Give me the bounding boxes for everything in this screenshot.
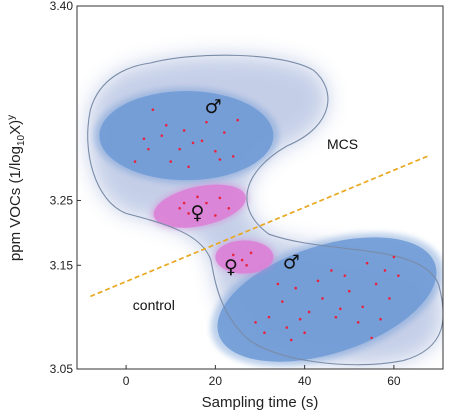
y-axis: 3.05 3.15 3.25 3.40 (50, 0, 81, 376)
data-point (294, 286, 298, 290)
data-point (321, 297, 324, 300)
data-point (365, 261, 369, 265)
data-point (214, 214, 217, 217)
data-point (164, 123, 168, 127)
data-point (374, 282, 378, 286)
data-point (169, 160, 173, 163)
data-point (388, 297, 391, 300)
data-point (392, 255, 396, 259)
data-point (160, 134, 164, 137)
data-points (133, 108, 400, 342)
data-point (370, 336, 373, 340)
plot-area: ♂ ♂ ♀ ♀ (87, 54, 443, 367)
data-point (222, 131, 226, 134)
data-point (187, 212, 190, 215)
data-point (214, 149, 217, 153)
female-lower-sex-symbol: ♀ (224, 256, 238, 278)
data-point (191, 141, 195, 145)
y-axis-title: ppm VOCs (1/log10X)y (6, 115, 27, 261)
data-point (267, 315, 271, 319)
data-point (303, 331, 306, 335)
data-point (182, 201, 186, 205)
data-point (263, 331, 266, 335)
data-point (182, 129, 186, 132)
data-point (334, 315, 338, 319)
density-outline (87, 54, 443, 366)
y-axis-title-subscript: 10 (16, 134, 27, 146)
data-point (227, 206, 231, 210)
data-point (231, 253, 235, 257)
data-point (343, 274, 347, 277)
x-tick-label: 0 (123, 374, 130, 388)
male-upper-cluster (99, 91, 274, 181)
sex-symbols: ♂ ♂ ♀ ♀ (191, 96, 300, 278)
y-tick-label: 3.25 (50, 193, 74, 207)
data-point (249, 251, 253, 255)
plot-frame (76, 5, 444, 370)
x-tick-label: 60 (387, 374, 401, 388)
data-point (205, 201, 208, 205)
female-upper-cluster (153, 184, 246, 228)
y-tick-label: 3.15 (50, 258, 74, 272)
data-point (178, 147, 181, 151)
x-axis: 0 20 40 60 (123, 365, 401, 388)
data-point (142, 137, 146, 141)
male-lower-cluster (217, 237, 437, 362)
data-point (236, 118, 239, 122)
region-label-control: control (133, 297, 175, 313)
data-point (397, 274, 400, 277)
female-lower-cluster (215, 240, 274, 274)
data-point (289, 338, 293, 342)
data-point (307, 310, 311, 314)
data-point (200, 139, 204, 143)
data-point (187, 165, 190, 169)
y-axis-title-main: ppm VOCs (1/log (7, 146, 24, 261)
data-point (347, 289, 351, 293)
data-point (361, 305, 364, 309)
data-point (276, 282, 280, 286)
x-tick-label: 20 (209, 374, 223, 388)
data-point (281, 300, 284, 303)
data-point (133, 160, 137, 163)
decision-line (90, 154, 430, 298)
data-point (356, 321, 360, 324)
male-lower-sex-symbol: ♂ (283, 252, 300, 274)
data-point (151, 108, 155, 112)
clusters (94, 87, 443, 367)
data-point (379, 317, 382, 321)
x-axis-title: Sampling time (s) (202, 394, 319, 411)
region-label-mcs: MCS (327, 136, 358, 152)
male-upper-sex-symbol: ♂ (205, 96, 222, 118)
x-tick-label: 40 (298, 374, 312, 388)
data-point (240, 258, 244, 262)
data-point (147, 147, 150, 151)
data-point (218, 196, 222, 200)
data-point (196, 195, 199, 199)
data-point (298, 317, 302, 321)
y-tick-label: 3.05 (50, 362, 74, 376)
data-point (383, 269, 387, 272)
data-point (316, 279, 320, 283)
data-point (178, 206, 181, 210)
data-point (205, 120, 208, 124)
female-upper-sex-symbol: ♀ (191, 202, 205, 224)
data-point (218, 158, 222, 161)
data-point (254, 321, 257, 324)
data-point (285, 326, 289, 329)
data-point (231, 155, 235, 158)
data-point (245, 263, 248, 267)
y-tick-label: 3.40 (50, 0, 74, 13)
data-point (330, 269, 333, 272)
y-axis-title-x: X) (7, 120, 24, 135)
y-axis-title-superscript: y (6, 115, 17, 120)
data-point (339, 307, 342, 311)
